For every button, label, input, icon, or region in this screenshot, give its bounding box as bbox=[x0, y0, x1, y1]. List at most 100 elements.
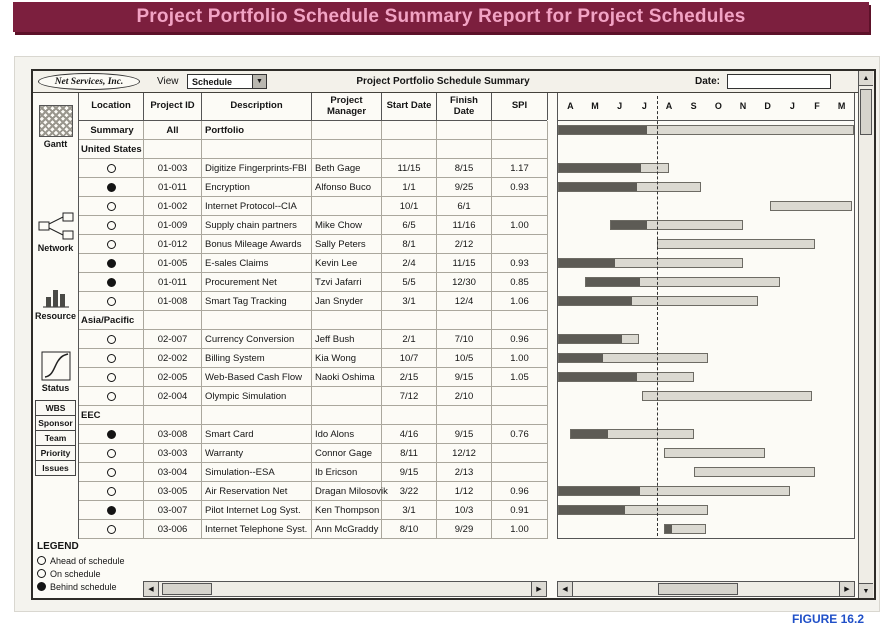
priority-button[interactable]: Priority bbox=[35, 445, 76, 461]
cell-start: 8/1 bbox=[382, 235, 437, 253]
scroll-left-icon[interactable]: ◀ bbox=[558, 582, 573, 596]
issues-button[interactable]: Issues bbox=[35, 460, 76, 476]
scroll-right-icon[interactable]: ▶ bbox=[839, 582, 854, 596]
cell-manager: Ken Thompson bbox=[312, 501, 382, 519]
cell-manager bbox=[312, 197, 382, 215]
sidebar-item-label: Status bbox=[41, 383, 70, 393]
gantt-scrollbar-thumb[interactable] bbox=[658, 583, 738, 595]
status-icon bbox=[106, 182, 116, 192]
table-row[interactable]: 01-003 Digitize Fingerprints-FBI Beth Gage… bbox=[79, 159, 548, 178]
legend-item-label: On schedule bbox=[50, 568, 101, 579]
cell-finish bbox=[437, 140, 492, 158]
cell-description: Bonus Mileage Awards bbox=[202, 235, 312, 253]
gantt-bar bbox=[558, 125, 854, 135]
gantt-bar-progress bbox=[559, 487, 640, 495]
team-button[interactable]: Team bbox=[35, 430, 76, 446]
scroll-right-icon[interactable]: ▶ bbox=[531, 582, 546, 596]
cell-description: Olympic Simulation bbox=[202, 387, 312, 405]
cell-id: 03-006 bbox=[144, 520, 202, 538]
month-label: S bbox=[690, 101, 697, 111]
table-row[interactable]: 02-002 Billing System Kia Wong 10/7 10/5 1.00 bbox=[79, 349, 548, 368]
company-logo: Net Services, Inc. bbox=[38, 73, 140, 90]
column-header-start: Start Date bbox=[382, 93, 437, 120]
summary-row: Summary All Portfolio bbox=[79, 121, 548, 140]
gantt-row bbox=[558, 273, 854, 292]
table-row[interactable]: 01-011 Encryption Alfonso Buco 1/1 9/25 0.93 bbox=[79, 178, 548, 197]
table-row[interactable]: 03-005 Air Reservation Net Dragan Milosovi… bbox=[79, 482, 548, 501]
cell-finish: 9/15 bbox=[437, 425, 492, 443]
cell-manager: Sally Peters bbox=[312, 235, 382, 253]
cell-manager: Ib Ericson bbox=[312, 463, 382, 481]
vertical-scrollbar[interactable]: ▲ ▼ bbox=[858, 71, 874, 598]
cell-location: EEC bbox=[79, 406, 144, 424]
cell-location: Summary bbox=[79, 121, 144, 139]
cell-location bbox=[79, 444, 144, 462]
cell-location bbox=[79, 216, 144, 234]
month-label: F bbox=[814, 101, 820, 111]
cell-spi bbox=[492, 140, 548, 158]
scroll-left-icon[interactable]: ◀ bbox=[144, 582, 159, 596]
sidebar-button-stack: WBS Sponsor Team Priority Issues bbox=[35, 400, 76, 476]
cell-manager: Ido Alons bbox=[312, 425, 382, 443]
table-row[interactable]: 03-004 Simulation--ESA Ib Ericson 9/15 2/13 bbox=[79, 463, 548, 482]
gantt-bar bbox=[558, 163, 669, 173]
cell-spi bbox=[492, 235, 548, 253]
ahead-of-schedule-icon bbox=[37, 556, 46, 565]
cell-description: Currency Conversion bbox=[202, 330, 312, 348]
table-row[interactable]: 02-005 Web-Based Cash Flow Naoki Oshima 2/1… bbox=[79, 368, 548, 387]
wbs-button[interactable]: WBS bbox=[35, 400, 76, 416]
table-header-row: Location Project ID Description Project Man… bbox=[79, 93, 548, 121]
sidebar-item-network[interactable]: Network bbox=[33, 211, 78, 253]
scroll-down-icon[interactable]: ▼ bbox=[859, 583, 873, 598]
table-row[interactable]: 01-011 Procurement Net Tzvi Jafarri 5/5 12/3… bbox=[79, 273, 548, 292]
gantt-row bbox=[558, 520, 854, 539]
table-horizontal-scrollbar[interactable]: ◀ ▶ bbox=[143, 581, 547, 597]
status-date-line bbox=[657, 96, 658, 536]
legend: LEGEND Ahead of schedule On schedule Beh… bbox=[37, 541, 187, 593]
gantt-row bbox=[558, 349, 854, 368]
table-row[interactable]: 01-009 Supply chain partners Mike Chow 6/5 1… bbox=[79, 216, 548, 235]
cell-id: 03-003 bbox=[144, 444, 202, 462]
cell-spi: 0.96 bbox=[492, 330, 548, 348]
table-row[interactable]: 03-007 Pilot Internet Log Syst. Ken Thomps… bbox=[79, 501, 548, 520]
table-row[interactable]: 01-005 E-sales Claims Kevin Lee 2/4 11/15 0.9… bbox=[79, 254, 548, 273]
cell-location bbox=[79, 520, 144, 538]
date-input[interactable] bbox=[727, 74, 831, 89]
gantt-horizontal-scrollbar[interactable]: ◀ ▶ bbox=[557, 581, 855, 597]
table-row[interactable]: 03-006 Internet Telephone Syst. Ann McGrad… bbox=[79, 520, 548, 539]
scroll-up-icon[interactable]: ▲ bbox=[859, 71, 873, 86]
sidebar-item-resource[interactable]: Resource bbox=[33, 283, 78, 321]
cell-id: 01-005 bbox=[144, 254, 202, 272]
table-row[interactable]: 02-004 Olympic Simulation 7/12 2/10 bbox=[79, 387, 548, 406]
status-icon bbox=[106, 353, 116, 363]
vertical-scrollbar-thumb[interactable] bbox=[860, 89, 872, 135]
cell-start: 7/12 bbox=[382, 387, 437, 405]
column-header-location: Location bbox=[79, 93, 144, 120]
table-row[interactable]: 03-008 Smart Card Ido Alons 4/16 9/15 0.76 bbox=[79, 425, 548, 444]
status-icon bbox=[106, 258, 116, 268]
cell-manager: Jeff Bush bbox=[312, 330, 382, 348]
table-row[interactable]: 02-007 Currency Conversion Jeff Bush 2/1 7/1… bbox=[79, 330, 548, 349]
table-row[interactable]: 01-008 Smart Tag Tracking Jan Snyder 3/1 12/… bbox=[79, 292, 548, 311]
cell-manager: Beth Gage bbox=[312, 159, 382, 177]
sidebar-item-status[interactable]: Status bbox=[33, 351, 78, 393]
sidebar-item-gantt[interactable]: Gantt bbox=[33, 105, 78, 149]
view-dropdown[interactable]: Schedule ▼ bbox=[187, 74, 267, 89]
table-row[interactable]: 01-002 Internet Protocol--CIA 10/1 6/1 bbox=[79, 197, 548, 216]
company-logo-text: Net Services, Inc. bbox=[54, 76, 124, 87]
cell-location bbox=[79, 330, 144, 348]
sponsor-button[interactable]: Sponsor bbox=[35, 415, 76, 431]
gantt-row bbox=[558, 311, 854, 330]
cell-spi: 0.91 bbox=[492, 501, 548, 519]
dropdown-arrow-icon[interactable]: ▼ bbox=[252, 75, 266, 88]
table-row[interactable]: 03-003 Warranty Connor Gage 8/11 12/12 bbox=[79, 444, 548, 463]
table-row[interactable]: 01-012 Bonus Mileage Awards Sally Peters 8/… bbox=[79, 235, 548, 254]
cell-spi: 0.93 bbox=[492, 178, 548, 196]
cell-start: 9/15 bbox=[382, 463, 437, 481]
table-scrollbar-thumb[interactable] bbox=[162, 583, 212, 595]
cell-finish: 11/16 bbox=[437, 216, 492, 234]
status-icon bbox=[106, 391, 116, 401]
cell-id: 03-008 bbox=[144, 425, 202, 443]
cell-start bbox=[382, 121, 437, 139]
cell-description: Encryption bbox=[202, 178, 312, 196]
